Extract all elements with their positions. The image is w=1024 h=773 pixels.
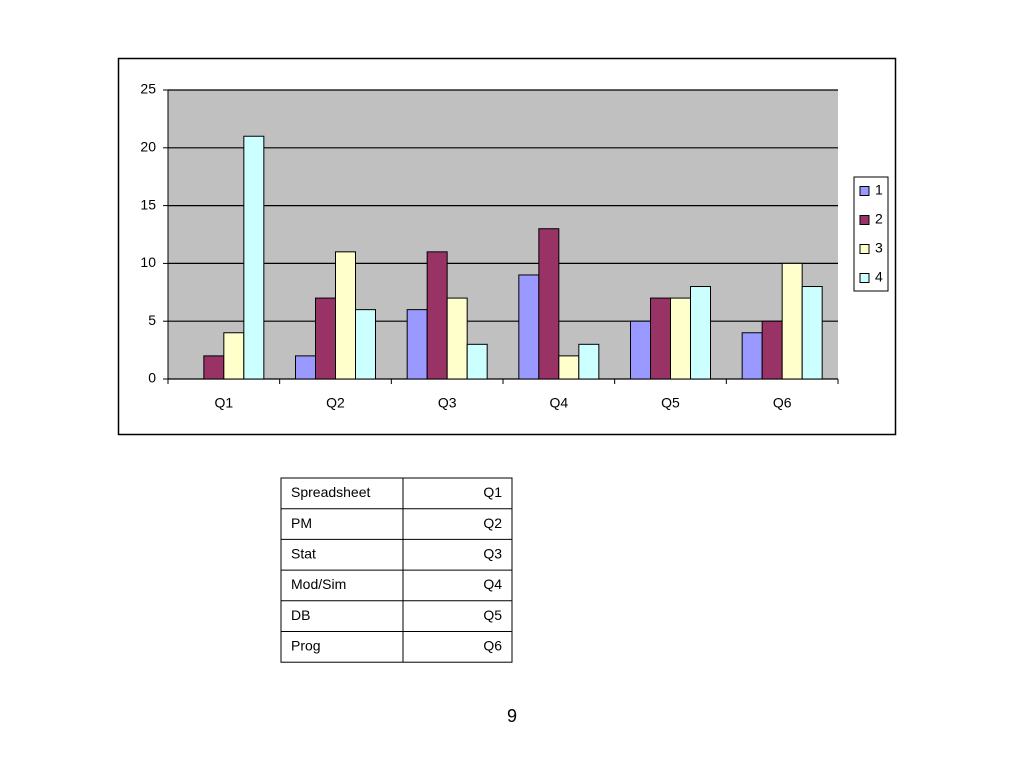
x-tick-label: Q4 bbox=[549, 395, 568, 411]
table-cell: Q1 bbox=[483, 484, 502, 500]
x-tick-label: Q5 bbox=[661, 395, 680, 411]
bar bbox=[295, 355, 316, 380]
bar bbox=[761, 320, 783, 380]
x-tick-label: Q2 bbox=[326, 395, 345, 411]
y-tick-label: 15 bbox=[140, 196, 156, 212]
bar bbox=[243, 135, 265, 380]
table-cell: Stat bbox=[291, 545, 316, 561]
legend-label: 3 bbox=[875, 240, 883, 256]
bar bbox=[630, 320, 651, 380]
bar bbox=[741, 332, 763, 380]
legend-box bbox=[853, 176, 889, 292]
table-cell: PM bbox=[291, 515, 312, 531]
legend-label: 1 bbox=[875, 182, 883, 198]
y-tick-label: 0 bbox=[148, 370, 156, 386]
bar bbox=[801, 286, 823, 380]
table-cell: Prog bbox=[291, 638, 321, 654]
y-tick-label: 20 bbox=[140, 139, 156, 155]
x-tick-label: Q1 bbox=[214, 395, 233, 411]
y-tick-label: 25 bbox=[140, 81, 156, 97]
table-cell: Spreadsheet bbox=[291, 484, 371, 500]
bar bbox=[670, 297, 691, 380]
bar bbox=[578, 343, 600, 380]
page-number: 9 bbox=[507, 706, 517, 726]
bar bbox=[315, 297, 336, 380]
bar bbox=[426, 251, 448, 380]
plot-area bbox=[168, 90, 838, 379]
table-cell: Q6 bbox=[483, 638, 502, 654]
table-cell: Q2 bbox=[483, 515, 502, 531]
legend-swatch bbox=[859, 244, 870, 254]
bar bbox=[406, 309, 428, 380]
bar bbox=[466, 343, 488, 380]
bar bbox=[335, 251, 356, 380]
bar bbox=[203, 355, 225, 380]
x-tick-label: Q3 bbox=[438, 395, 457, 411]
legend-label: 4 bbox=[875, 269, 883, 285]
bar bbox=[690, 286, 711, 380]
legend-swatch bbox=[859, 215, 870, 225]
table-cell: Q4 bbox=[483, 576, 502, 592]
y-tick-label: 5 bbox=[148, 312, 156, 328]
bar bbox=[781, 262, 803, 380]
bar bbox=[558, 355, 580, 380]
legend-label: 2 bbox=[875, 211, 883, 227]
table-cell: DB bbox=[291, 607, 310, 623]
table-cell: Q5 bbox=[483, 607, 502, 623]
bar bbox=[650, 297, 671, 380]
bar bbox=[355, 309, 376, 380]
legend-swatch bbox=[859, 273, 870, 283]
bar bbox=[518, 274, 540, 380]
bar bbox=[538, 228, 560, 380]
bar bbox=[446, 297, 468, 380]
bar bbox=[223, 332, 245, 380]
y-tick-label: 10 bbox=[140, 254, 156, 270]
table-cell: Q3 bbox=[483, 545, 502, 561]
legend-swatch bbox=[859, 186, 870, 196]
x-tick-label: Q6 bbox=[773, 395, 792, 411]
table-cell: Mod/Sim bbox=[291, 576, 346, 592]
